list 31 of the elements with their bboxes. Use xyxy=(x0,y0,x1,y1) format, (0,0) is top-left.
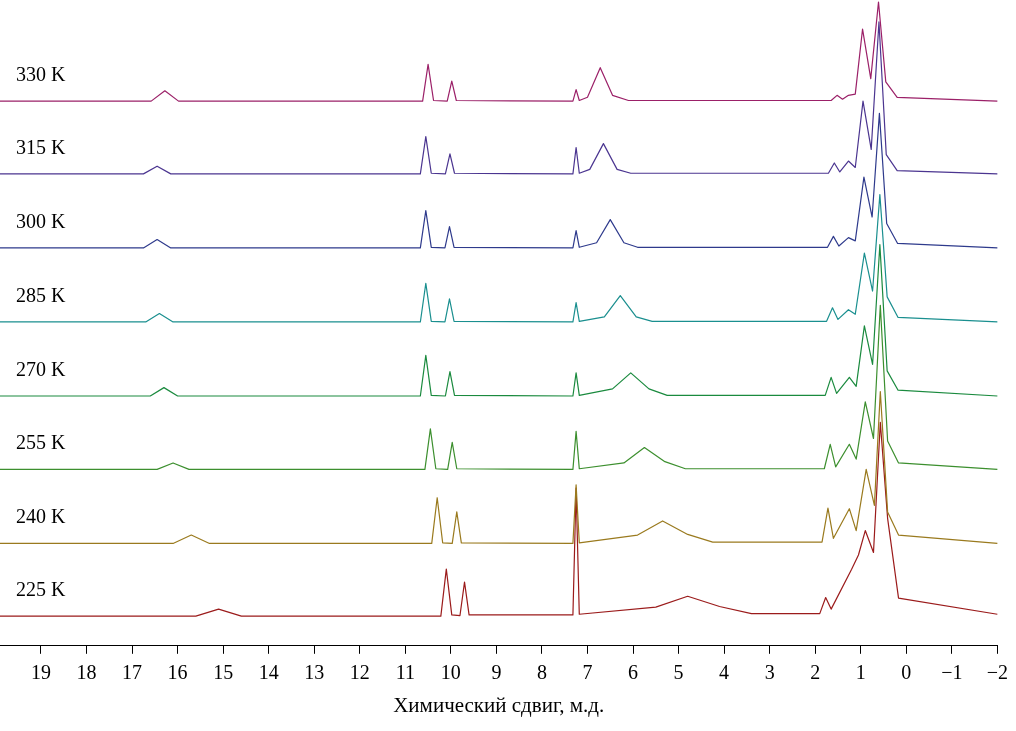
series-label: 255 K xyxy=(16,431,66,454)
x-tick-label: 18 xyxy=(76,661,97,684)
series-label: 285 K xyxy=(16,283,66,306)
x-tick-label: 17 xyxy=(122,661,143,684)
x-tick-label: 9 xyxy=(491,661,502,684)
x-tick-label: 2 xyxy=(810,661,821,684)
x-tick-label: 12 xyxy=(349,661,370,684)
series-label: 225 K xyxy=(16,578,66,601)
x-tick-label: 16 xyxy=(167,661,188,684)
x-tick-label: 1 xyxy=(855,661,866,684)
x-tick-label: 4 xyxy=(719,661,730,684)
x-tick-label: 3 xyxy=(764,661,775,684)
x-tick-label: 0 xyxy=(901,661,912,684)
series-label: 270 K xyxy=(16,358,66,381)
x-tick-label: −1 xyxy=(941,661,963,684)
series-label: 240 K xyxy=(16,505,66,528)
x-tick-label: 19 xyxy=(30,661,51,684)
x-tick-label: 5 xyxy=(673,661,684,684)
x-tick-label: 14 xyxy=(258,661,279,684)
series-label: 315 K xyxy=(16,135,66,158)
series-label: 330 K xyxy=(16,63,66,86)
series-label: 300 K xyxy=(16,209,66,232)
x-tick-label: 8 xyxy=(536,661,547,684)
x-tick-label: −2 xyxy=(986,661,1008,684)
x-tick-label: 7 xyxy=(582,661,593,684)
x-axis-title: Химический сдвиг, м.д. xyxy=(393,692,605,717)
x-tick-label: 11 xyxy=(395,661,415,684)
x-tick-label: 10 xyxy=(440,661,461,684)
x-tick-label: 15 xyxy=(213,661,234,684)
x-tick-label: 6 xyxy=(628,661,639,684)
x-tick-label: 13 xyxy=(304,661,325,684)
